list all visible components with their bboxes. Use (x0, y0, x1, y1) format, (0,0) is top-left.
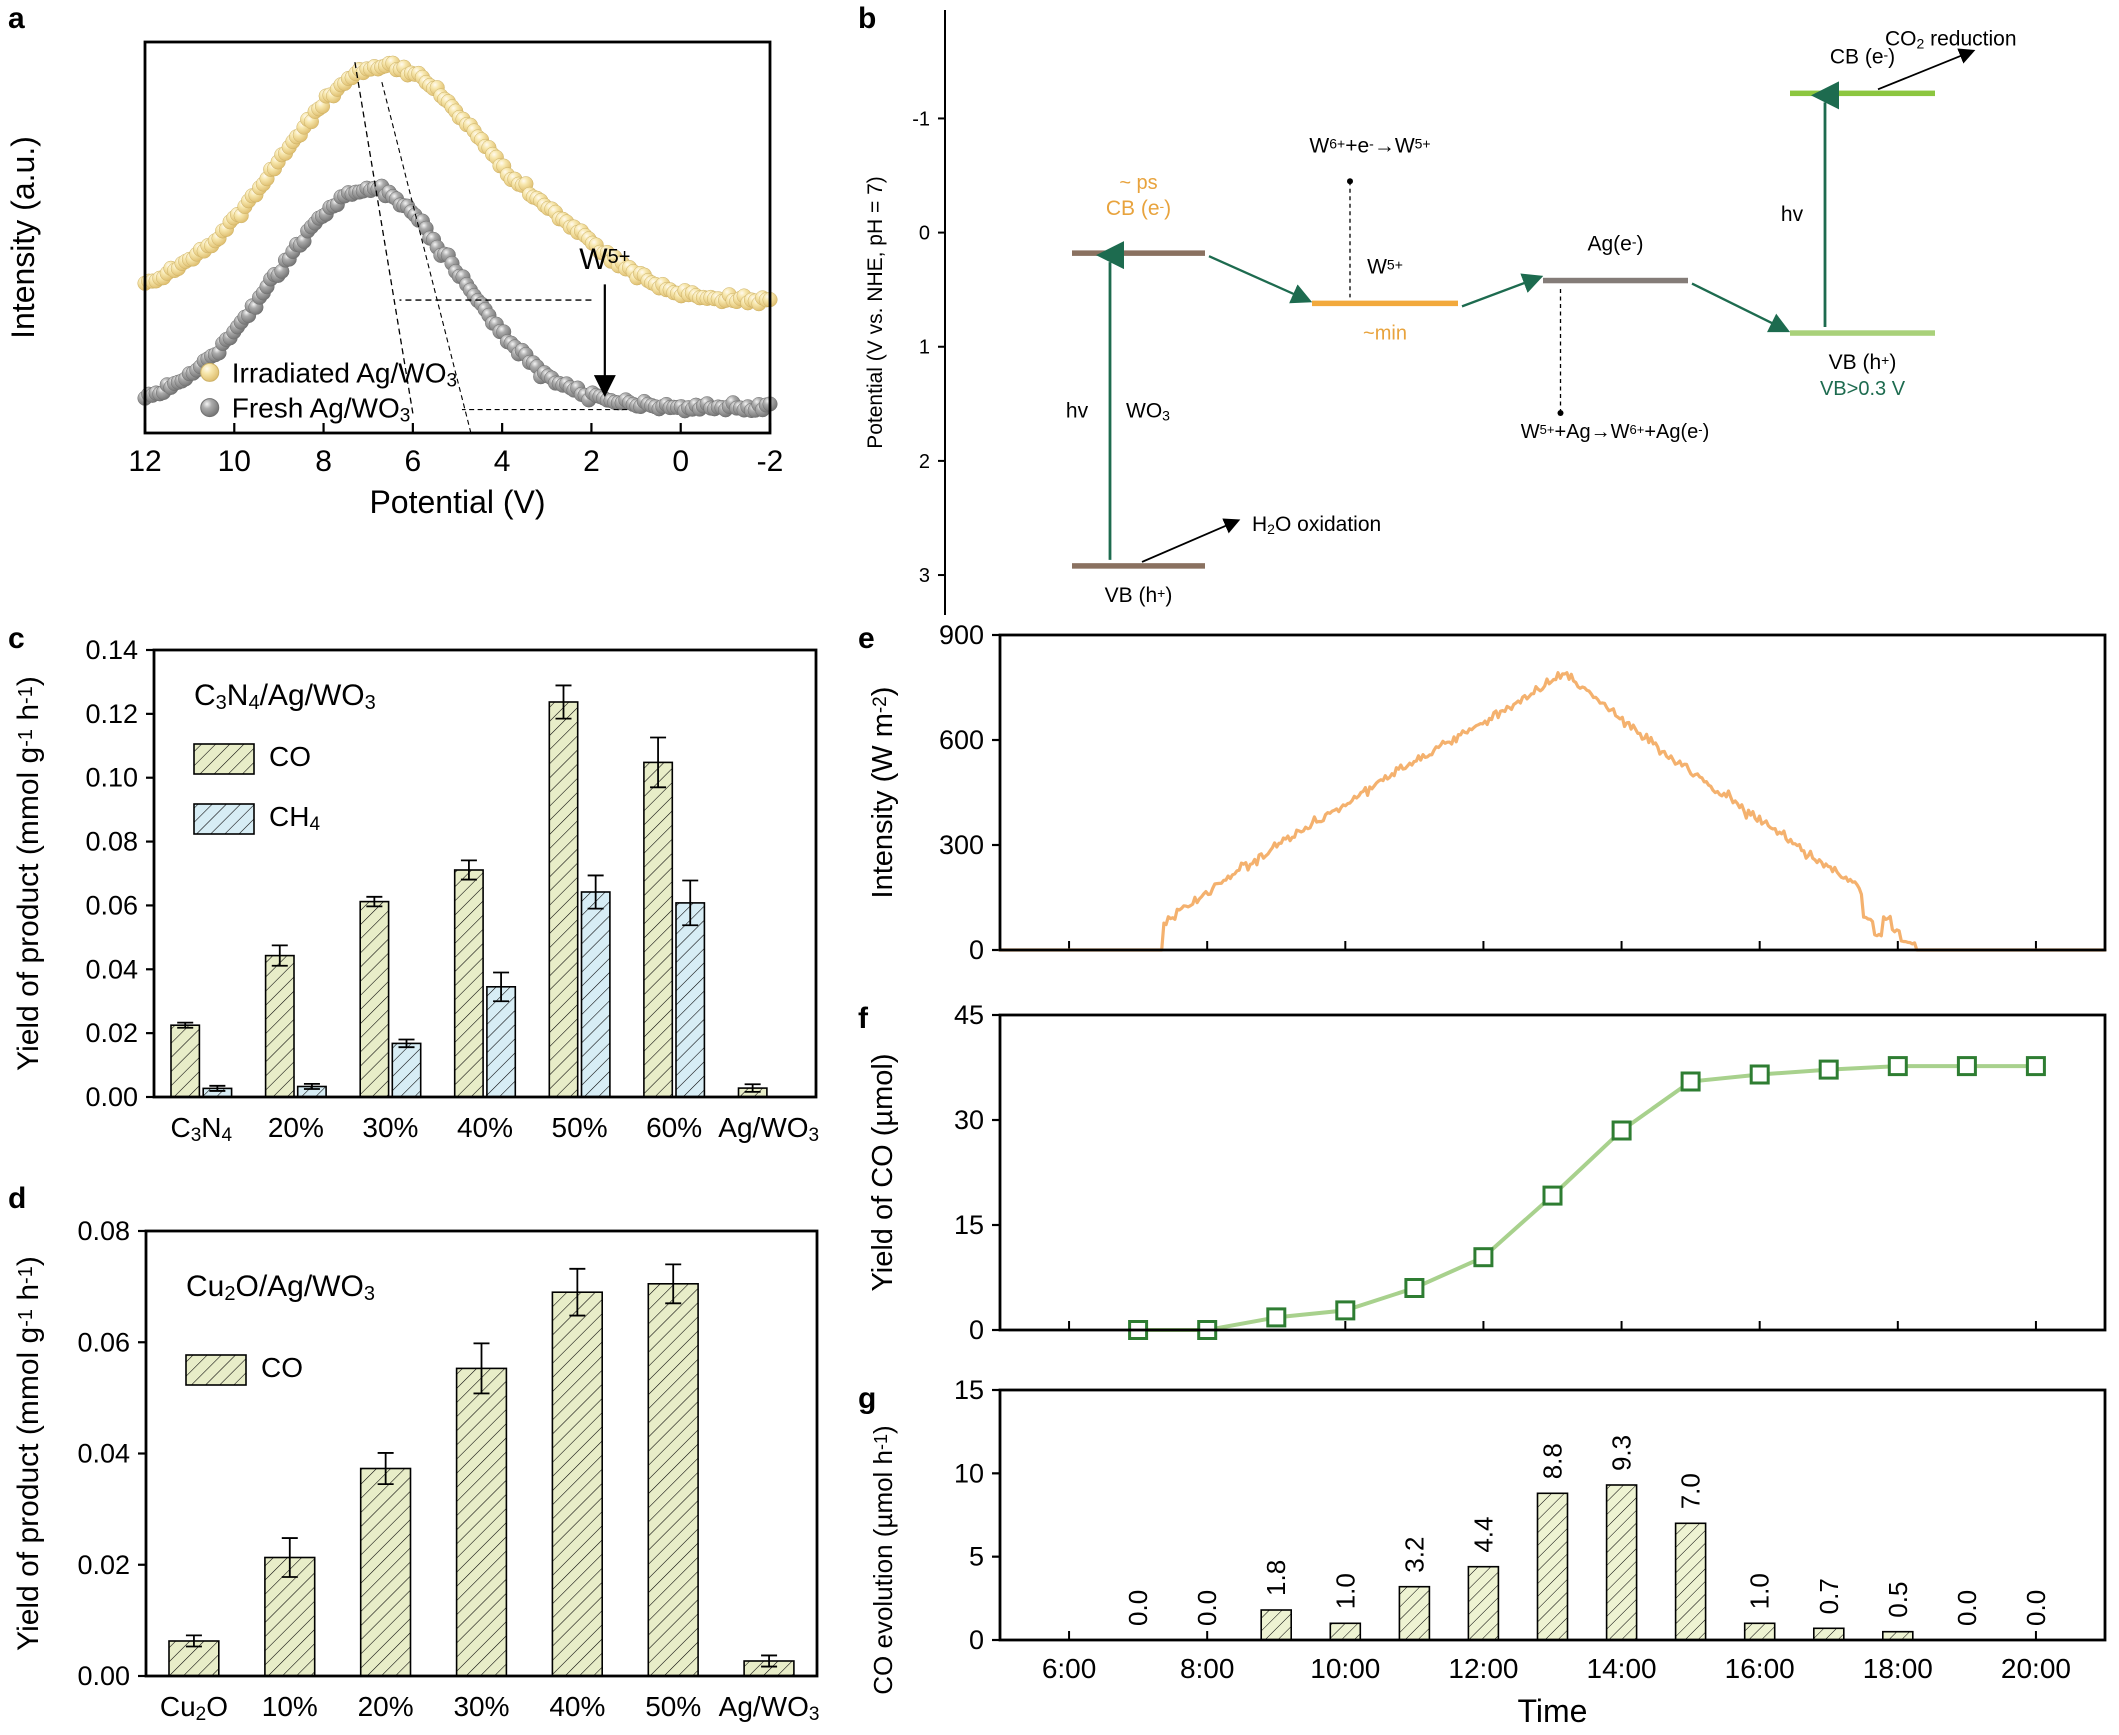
svg-text:50%: 50% (552, 1112, 608, 1143)
svg-text:CO: CO (269, 741, 311, 772)
svg-text:Cu2O/Ag/WO3: Cu2O/Ag/WO3 (186, 1270, 375, 1305)
svg-text:10:00: 10:00 (1310, 1653, 1380, 1684)
svg-text:600: 600 (939, 725, 984, 755)
svg-text:4: 4 (494, 445, 511, 478)
svg-text:3: 3 (919, 565, 930, 587)
svg-text:Fresh Ag/WO3: Fresh Ag/WO3 (232, 393, 411, 427)
svg-text:10: 10 (218, 445, 251, 478)
svg-text:0.04: 0.04 (85, 954, 138, 984)
svg-text:Yield of CO (µmol): Yield of CO (µmol) (867, 1053, 899, 1291)
svg-text:30%: 30% (453, 1691, 509, 1722)
svg-text:40%: 40% (549, 1691, 605, 1722)
svg-text:45: 45 (954, 1000, 984, 1030)
svg-text:20%: 20% (358, 1691, 414, 1722)
svg-text:0.08: 0.08 (85, 827, 138, 857)
svg-text:0.12: 0.12 (85, 699, 138, 729)
svg-text:Potential (V vs. NHE, pH = 7): Potential (V vs. NHE, pH = 7) (864, 176, 887, 449)
svg-text:9.3: 9.3 (1607, 1435, 1637, 1471)
svg-text:~min: ~min (1363, 322, 1407, 344)
svg-text:12: 12 (128, 445, 161, 478)
svg-text:hv: hv (1066, 400, 1089, 423)
svg-text:14:00: 14:00 (1587, 1653, 1657, 1684)
svg-text:CO2 reduction: CO2 reduction (1885, 27, 2017, 51)
svg-text:6:00: 6:00 (1042, 1653, 1097, 1684)
svg-text:CO evolution (µmol h-1): CO evolution (µmol h-1) (868, 1425, 898, 1694)
svg-text:10: 10 (954, 1458, 984, 1488)
svg-text:20%: 20% (268, 1112, 324, 1143)
svg-text:15: 15 (954, 1210, 984, 1240)
svg-text:0.0: 0.0 (1192, 1590, 1222, 1626)
svg-text:1: 1 (919, 337, 930, 359)
svg-text:0.06: 0.06 (77, 1327, 130, 1357)
svg-text:6: 6 (405, 445, 422, 478)
svg-text:8.8: 8.8 (1538, 1443, 1568, 1479)
svg-text:15: 15 (954, 1380, 984, 1405)
svg-text:20:00: 20:00 (2001, 1653, 2071, 1684)
svg-text:Ag/WO3: Ag/WO3 (718, 1112, 819, 1146)
svg-text:2: 2 (583, 445, 600, 478)
svg-text:50%: 50% (645, 1691, 701, 1722)
svg-text:0.0: 0.0 (2021, 1590, 2051, 1626)
svg-text:300: 300 (939, 830, 984, 860)
svg-text:0.10: 0.10 (85, 763, 138, 793)
svg-text:10%: 10% (262, 1691, 318, 1722)
svg-text:60%: 60% (646, 1112, 702, 1143)
svg-text:Potential (V): Potential (V) (369, 484, 545, 520)
svg-text:30: 30 (954, 1105, 984, 1135)
svg-text:900: 900 (939, 620, 984, 650)
svg-text:0: 0 (969, 935, 984, 965)
svg-text:Irradiated Ag/WO3: Irradiated Ag/WO3 (232, 357, 457, 391)
svg-text:12:00: 12:00 (1448, 1653, 1518, 1684)
svg-text:0: 0 (969, 1315, 984, 1345)
svg-text:CO: CO (261, 1352, 303, 1383)
svg-text:VB>0.3 V: VB>0.3 V (1820, 378, 1906, 400)
svg-text:8:00: 8:00 (1180, 1653, 1235, 1684)
svg-text:0.0: 0.0 (1123, 1590, 1153, 1626)
svg-text:0.14: 0.14 (85, 635, 138, 665)
svg-text:0.04: 0.04 (77, 1439, 130, 1469)
svg-text:8: 8 (315, 445, 332, 478)
svg-text:Cu2O: Cu2O (160, 1691, 228, 1725)
svg-text:0.5: 0.5 (1883, 1582, 1913, 1618)
svg-text:0.02: 0.02 (77, 1550, 130, 1580)
svg-text:18:00: 18:00 (1863, 1653, 1933, 1684)
svg-text:Ag/WO3: Ag/WO3 (719, 1691, 820, 1725)
svg-text:0.08: 0.08 (77, 1216, 130, 1246)
svg-text:5: 5 (969, 1542, 984, 1572)
svg-text:1.0: 1.0 (1745, 1573, 1775, 1609)
svg-text:0: 0 (919, 223, 930, 245)
svg-text:0.0: 0.0 (1952, 1590, 1982, 1626)
svg-text:0.00: 0.00 (77, 1661, 130, 1691)
svg-text:hv: hv (1781, 203, 1804, 226)
svg-text:40%: 40% (457, 1112, 513, 1143)
svg-text:16:00: 16:00 (1725, 1653, 1795, 1684)
svg-text:0: 0 (969, 1625, 984, 1655)
svg-text:7.0: 7.0 (1676, 1473, 1706, 1509)
svg-text:-2: -2 (757, 445, 784, 478)
svg-text:1.8: 1.8 (1261, 1560, 1291, 1596)
svg-text:30%: 30% (362, 1112, 418, 1143)
svg-text:Intensity (a.u.): Intensity (a.u.) (5, 136, 41, 339)
svg-text:0.02: 0.02 (85, 1018, 138, 1048)
svg-text:~ ps: ~ ps (1119, 172, 1157, 194)
svg-text:Intensity (W m-2): Intensity (W m-2) (867, 687, 899, 899)
svg-text:2: 2 (919, 451, 930, 473)
svg-text:0.06: 0.06 (85, 890, 138, 920)
svg-text:4.4: 4.4 (1468, 1517, 1498, 1553)
svg-text:1.0: 1.0 (1330, 1573, 1360, 1609)
svg-text:0.7: 0.7 (1814, 1578, 1844, 1614)
svg-text:Time: Time (1518, 1693, 1588, 1729)
svg-text:3.2: 3.2 (1399, 1537, 1429, 1573)
svg-text:-1: -1 (912, 108, 930, 130)
svg-text:0: 0 (672, 445, 689, 478)
svg-text:0.00: 0.00 (85, 1082, 138, 1112)
